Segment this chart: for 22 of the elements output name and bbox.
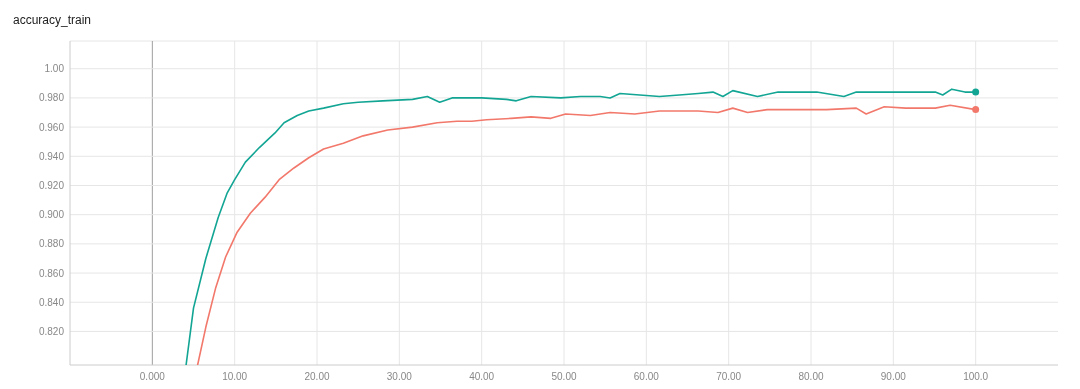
x-tick-label: 50.00 xyxy=(551,371,577,382)
y-tick-label: 0.920 xyxy=(38,179,65,191)
y-tick-label: 0.940 xyxy=(38,150,65,162)
y-tick-label: 1.00 xyxy=(44,63,65,75)
x-tick-label: 100.0 xyxy=(963,371,989,382)
x-tick-label: 40.00 xyxy=(469,371,495,382)
y-tick-label: 0.860 xyxy=(38,267,65,279)
y-tick-label: 0.840 xyxy=(38,296,65,308)
x-tick-label: 30.00 xyxy=(386,371,413,382)
y-tick-label: 0.960 xyxy=(38,121,65,133)
chart-title: accuracy_train xyxy=(13,13,92,27)
x-tick-label: 70.00 xyxy=(716,371,742,382)
x-tick-label: 60.00 xyxy=(633,371,660,382)
x-tick-label: 20.00 xyxy=(304,371,330,382)
y-tick-label: 0.900 xyxy=(38,209,65,221)
y-tick-label: 0.980 xyxy=(38,92,65,104)
y-tick-label: 0.820 xyxy=(38,325,65,337)
x-tick-label: 90.00 xyxy=(880,371,907,382)
x-tick-label: 10.00 xyxy=(222,371,248,382)
x-tick-label: 0.000 xyxy=(139,371,166,382)
y-tick-label: 0.880 xyxy=(38,238,65,250)
x-tick-label: 80.00 xyxy=(798,371,824,382)
